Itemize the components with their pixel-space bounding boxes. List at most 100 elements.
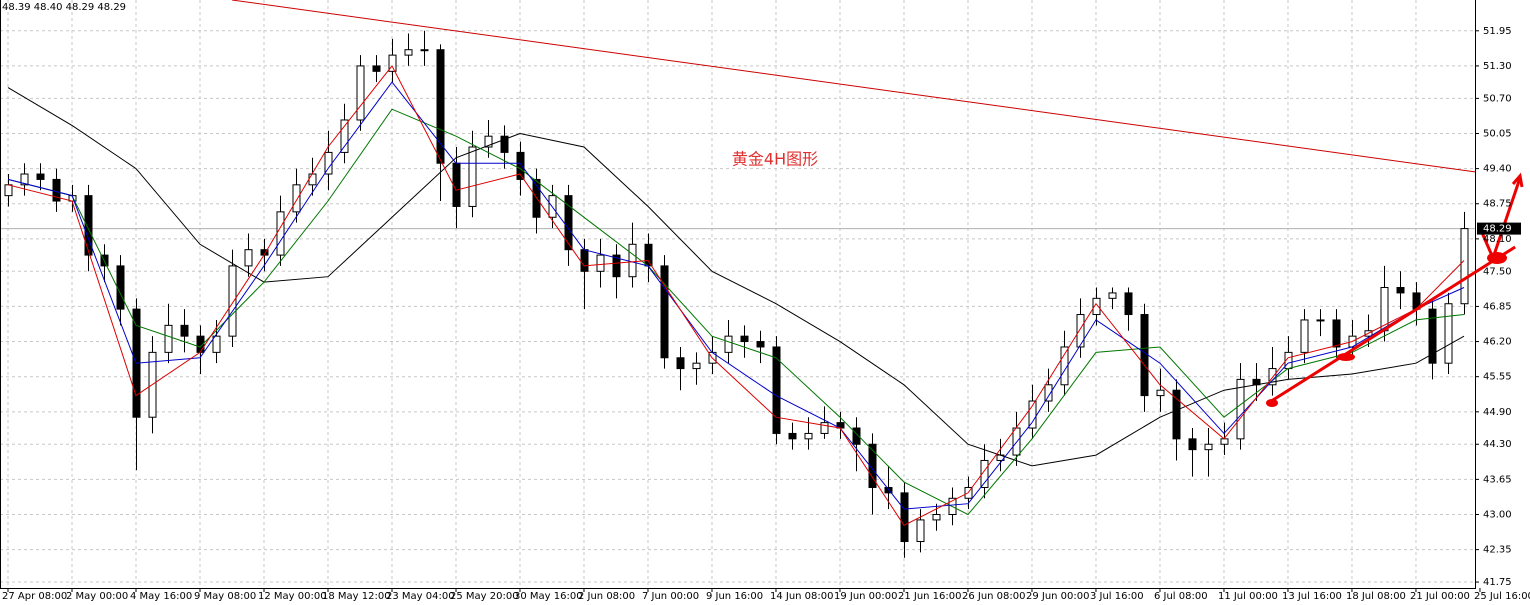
x-tick-label: 25 May 20:00 — [450, 591, 519, 602]
candle-body — [4, 184, 13, 197]
candle-body — [1316, 319, 1325, 322]
candle-body — [468, 146, 477, 207]
candle-body — [436, 49, 445, 164]
x-tick-label: 18 Jul 08:00 — [1346, 591, 1406, 602]
candle-body — [36, 173, 45, 180]
candle-body — [1332, 319, 1341, 348]
y-tick-label: 46.85 — [1483, 301, 1512, 312]
x-tick-label: 4 May 16:00 — [130, 591, 192, 602]
y-tick-label: 46.20 — [1483, 337, 1512, 348]
candle-body — [212, 335, 221, 353]
x-tick-label: 11 Jul 00:00 — [1218, 591, 1278, 602]
candle-body — [1396, 287, 1405, 294]
candle-body — [52, 178, 61, 202]
candle-body — [340, 119, 349, 153]
candle-body — [20, 173, 29, 186]
candle-body — [244, 249, 253, 267]
candle-body — [772, 346, 781, 434]
candle-body — [580, 249, 589, 272]
candle-body — [612, 254, 621, 278]
candle-body — [292, 184, 301, 213]
candle-body — [1220, 438, 1229, 445]
x-tick-label: 13 Jul 16:00 — [1282, 591, 1342, 602]
x-tick-label: 7 Jun 00:00 — [642, 591, 699, 602]
candle-body — [1076, 314, 1085, 348]
last-price-box — [1477, 222, 1521, 235]
grid — [0, 0, 1475, 588]
candle-body — [1124, 292, 1133, 316]
candle-body — [1060, 346, 1069, 386]
candle-body — [932, 514, 941, 521]
candle-body — [356, 65, 365, 121]
candle-body — [1204, 443, 1213, 451]
candle-body — [644, 243, 653, 267]
x-tick-label: 30 May 16:00 — [514, 591, 583, 602]
y-tick-label: 44.30 — [1483, 439, 1512, 450]
candle-body — [1428, 308, 1437, 364]
candle-body — [180, 324, 189, 337]
y-tick-label: 41.75 — [1483, 577, 1512, 588]
y-tick-label: 50.05 — [1483, 128, 1512, 139]
candle-body — [484, 135, 493, 148]
candle-body — [788, 432, 797, 440]
y-tick-label: 42.35 — [1483, 545, 1512, 556]
candle-body — [1044, 384, 1053, 402]
moving-average-line — [7, 81, 1465, 510]
trend-line — [1267, 245, 1516, 405]
candle-body — [1156, 389, 1165, 397]
candle-body — [740, 335, 749, 343]
candle-body — [628, 243, 637, 278]
plot — [4, 30, 1469, 558]
candle-body — [1444, 303, 1453, 364]
candle-body — [564, 195, 573, 251]
candle-body — [692, 362, 701, 370]
candle-body — [724, 335, 733, 353]
y-tick-label: 51.95 — [1483, 26, 1512, 37]
candle-body — [372, 65, 381, 72]
x-tick-label: 9 May 08:00 — [194, 591, 256, 602]
ohlc-header: 48.39 48.40 48.29 48.29 — [2, 2, 126, 13]
candle-body — [228, 265, 237, 337]
x-tick-label: 3 Jul 16:00 — [1090, 591, 1144, 602]
moving-average-line — [7, 87, 1465, 467]
x-tick-label: 6 Jul 08:00 — [1154, 591, 1208, 602]
y-tick-label: 48.75 — [1483, 199, 1512, 210]
x-tick-label: 2 Jun 08:00 — [578, 591, 635, 602]
candle-body — [804, 432, 813, 440]
y-tick-label: 44.90 — [1483, 407, 1512, 418]
candle-body — [1140, 314, 1149, 397]
candle-body — [1028, 400, 1037, 429]
x-tick-label: 14 Jun 08:00 — [770, 591, 834, 602]
y-tick-label: 50.70 — [1483, 93, 1512, 104]
arrow-head — [1511, 172, 1524, 188]
y-tick-label: 48.10 — [1483, 234, 1512, 245]
moving-average-line — [7, 108, 1465, 516]
candle-body — [852, 427, 861, 445]
candle-body — [820, 422, 829, 434]
candle-body — [916, 519, 925, 543]
candle-body — [452, 162, 461, 207]
candle-body — [500, 135, 509, 153]
x-tick-label: 19 Jun 00:00 — [834, 591, 898, 602]
y-tick-label: 43.00 — [1483, 510, 1512, 521]
x-tick-label: 21 Jun 16:00 — [898, 591, 962, 602]
candle-body — [516, 151, 525, 180]
x-tick-label: 12 May 00:00 — [258, 591, 327, 602]
candle-body — [900, 492, 909, 543]
candle-body — [1300, 319, 1309, 353]
x-tick-label: 23 May 04:00 — [386, 591, 455, 602]
x-tick-label: 29 Jun 00:00 — [1026, 591, 1090, 602]
candle-body — [980, 459, 989, 488]
trend-line — [231, 0, 1476, 173]
candle-body — [1172, 389, 1181, 440]
x-tick-label: 21 Jul 00:00 — [1410, 591, 1470, 602]
x-tick-label: 26 Jun 08:00 — [962, 591, 1026, 602]
chart-annotation: 黄金4H图形 — [732, 150, 818, 169]
candle-body — [404, 49, 413, 56]
y-tick-label: 51.30 — [1483, 61, 1512, 72]
x-tick-label: 2 May 00:00 — [66, 591, 128, 602]
x-tick-label: 27 Apr 08:00 — [2, 591, 67, 602]
x-tick-label: 18 May 12:00 — [322, 591, 391, 602]
